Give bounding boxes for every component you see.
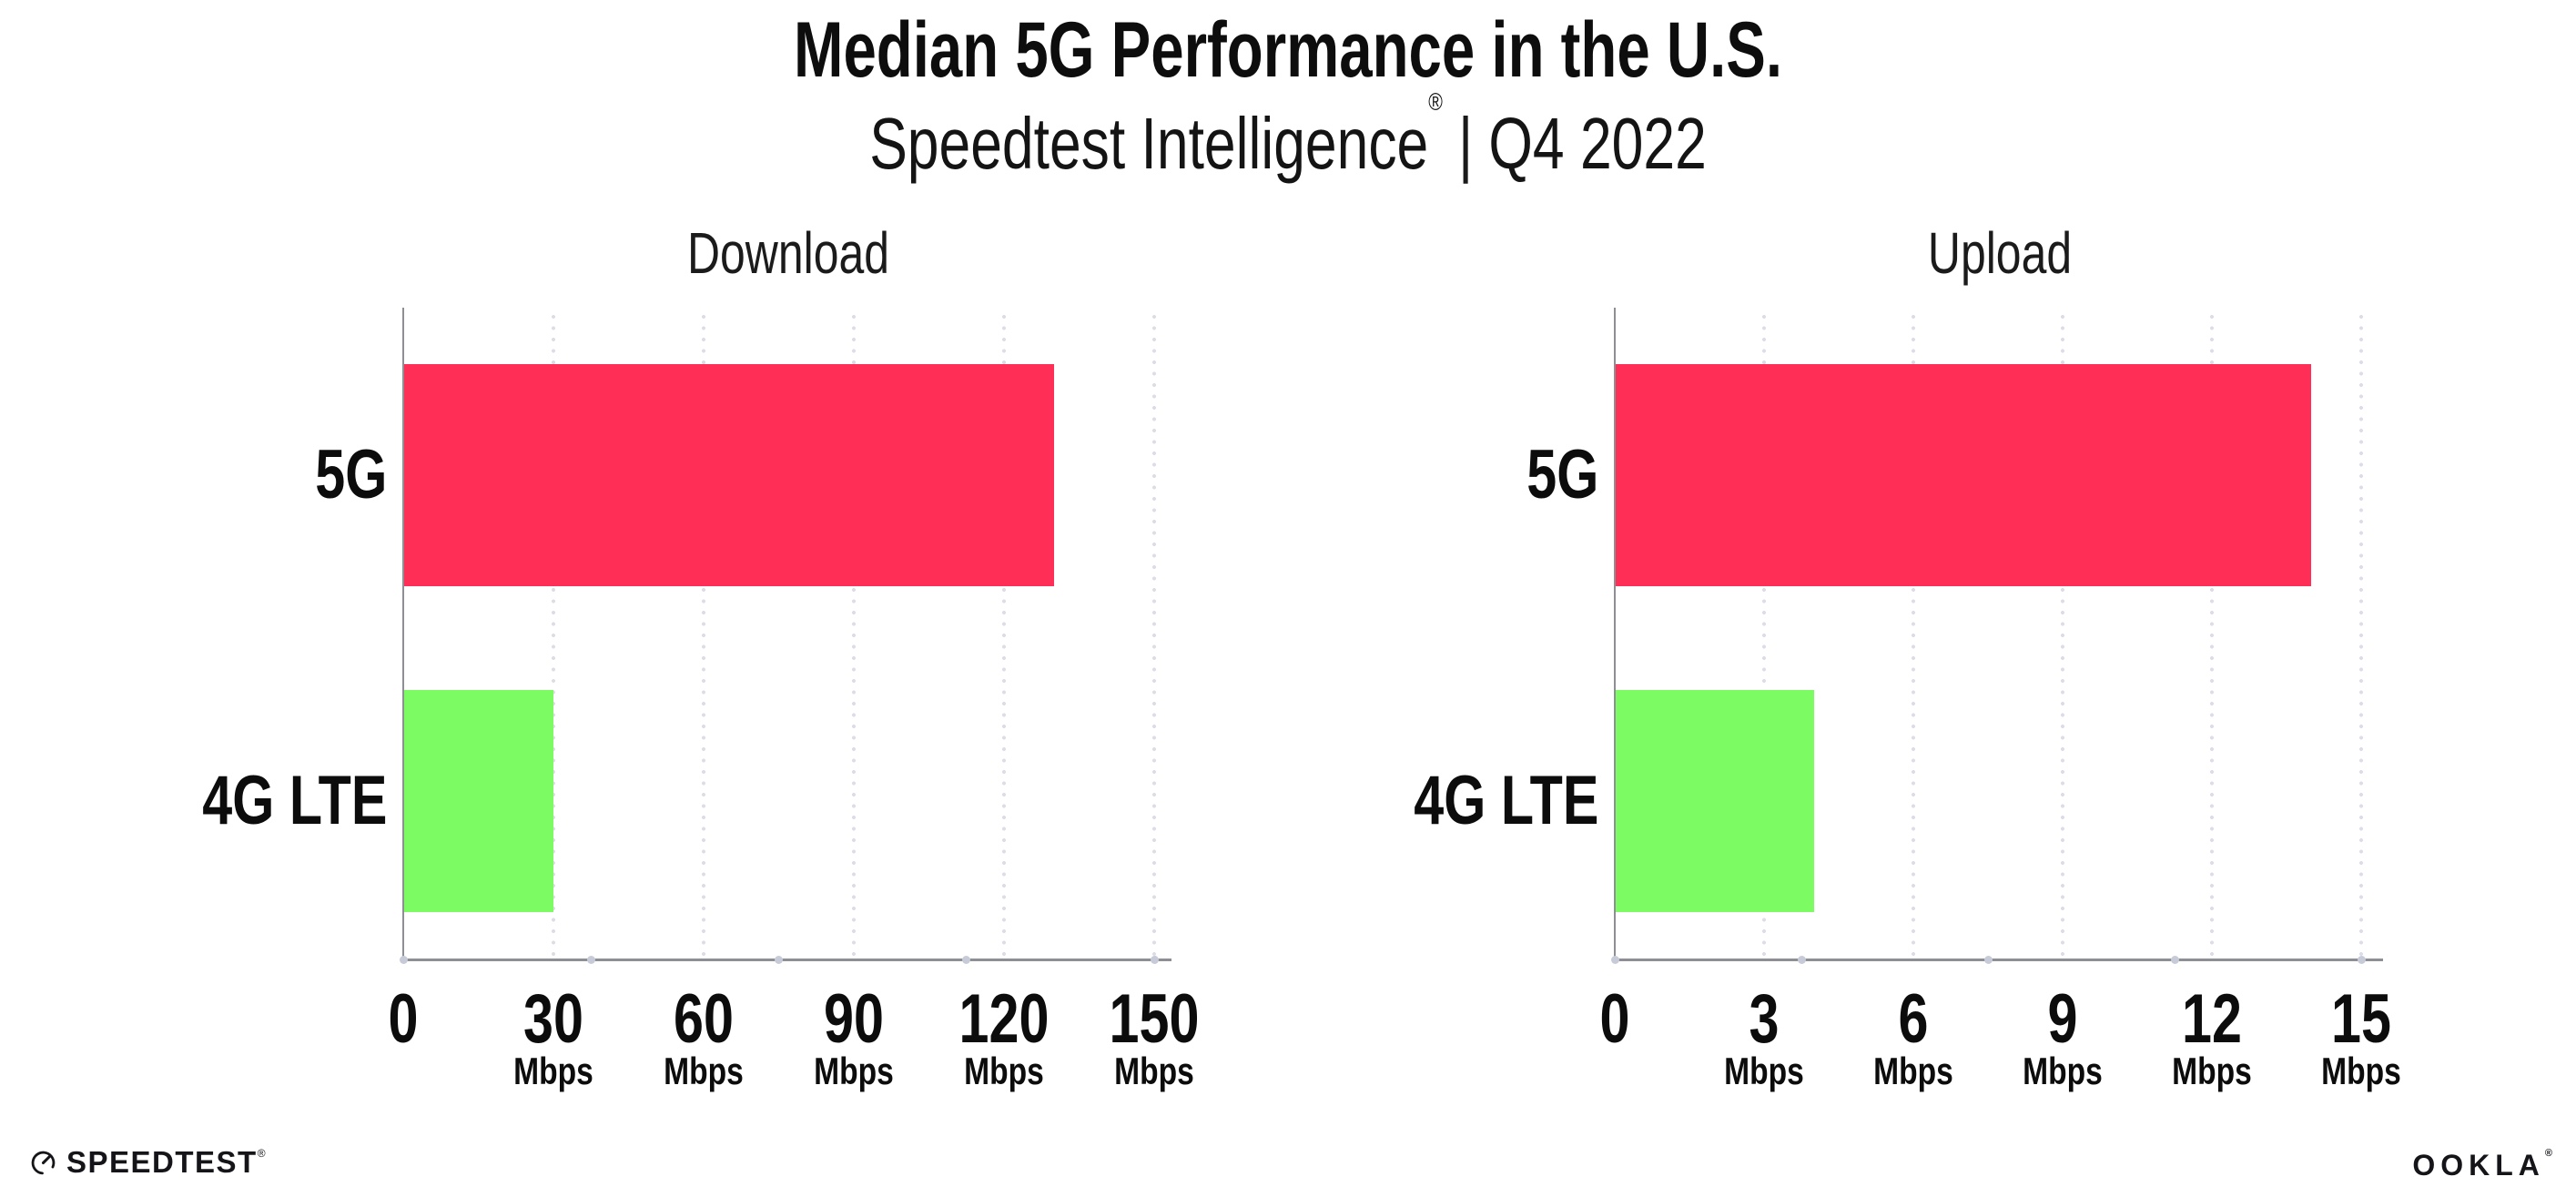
speedtest-trademark-icon: ® xyxy=(257,1147,266,1160)
axis-tick-dot xyxy=(1797,955,1806,964)
axis-tick-dot xyxy=(1150,955,1159,964)
axis-tick-dot xyxy=(1610,955,1619,964)
subtitle-separator: | xyxy=(1458,103,1474,184)
gridline xyxy=(701,311,706,958)
chart-title-download: Download xyxy=(686,220,889,286)
ookla-trademark-icon: ® xyxy=(2544,1148,2552,1160)
x-tick-unit: Mbps xyxy=(1114,1050,1194,1092)
gridline xyxy=(1911,311,1916,958)
speedtest-logo: SPEEDTEST ® xyxy=(31,1145,266,1180)
x-axis-line xyxy=(402,959,1171,961)
x-tick-unit: Mbps xyxy=(513,1050,593,1092)
x-tick-label: 9 xyxy=(2047,980,2078,1058)
subtitle-period: Q4 2022 xyxy=(1488,103,1707,184)
x-tick-label: 150 xyxy=(1109,980,1200,1058)
header: Median 5G Performance in the U.S. Speedt… xyxy=(0,0,2576,180)
category-label-5g: 5G xyxy=(314,436,387,513)
axis-tick-dot xyxy=(775,955,783,964)
x-tick-label: 30 xyxy=(523,980,583,1058)
y-axis-line xyxy=(402,308,404,961)
bar-5g xyxy=(1615,364,2311,586)
ookla-wordmark: OOKLA xyxy=(2412,1149,2545,1182)
x-tick-label: 60 xyxy=(674,980,734,1058)
subtitle-brand: Speedtest Intelligence xyxy=(869,103,1429,184)
x-tick-unit: Mbps xyxy=(814,1050,894,1092)
axis-tick-dot xyxy=(586,955,595,964)
gridline xyxy=(2358,311,2364,958)
gridline xyxy=(1151,311,1157,958)
x-tick-unit: Mbps xyxy=(2321,1050,2401,1092)
page-subtitle: Speedtest Intelligence®| Q4 2022 xyxy=(283,89,2292,180)
x-tick-label: 12 xyxy=(2182,980,2242,1058)
category-label-4g-lte: 4G LTE xyxy=(1413,762,1598,839)
bar-4g-lte xyxy=(1615,690,1814,912)
bar-5g xyxy=(403,364,1054,586)
x-tick-label: 0 xyxy=(388,980,419,1058)
axis-tick-dot xyxy=(1983,955,1993,964)
axis-tick-dot xyxy=(399,955,408,964)
gridline xyxy=(1761,311,1767,958)
x-tick-label: 15 xyxy=(2331,980,2391,1058)
chart-title-upload: Upload xyxy=(1927,220,2072,286)
ookla-logo: OOKLA® xyxy=(2412,1148,2552,1182)
gridline xyxy=(2060,311,2065,958)
x-tick-label: 3 xyxy=(1749,980,1780,1058)
gridline xyxy=(851,311,857,958)
x-tick-unit: Mbps xyxy=(2172,1050,2252,1092)
category-label-4g-lte: 4G LTE xyxy=(201,762,387,839)
axis-tick-dot xyxy=(2170,955,2179,964)
gridline xyxy=(551,311,556,958)
y-axis-line xyxy=(1614,308,1616,961)
gridline xyxy=(2209,311,2215,958)
axis-tick-dot xyxy=(962,955,971,964)
category-label-5g: 5G xyxy=(1526,436,1598,513)
bar-4g-lte xyxy=(403,690,553,912)
x-tick-label: 120 xyxy=(958,980,1050,1058)
x-tick-label: 0 xyxy=(1599,980,1630,1058)
x-tick-label: 6 xyxy=(1898,980,1929,1058)
x-axis-line xyxy=(1614,959,2383,961)
registered-trademark-icon: ® xyxy=(1428,86,1443,116)
x-tick-unit: Mbps xyxy=(964,1050,1044,1092)
axis-tick-dot xyxy=(2357,955,2366,964)
speedtest-gauge-icon xyxy=(31,1151,56,1174)
x-tick-unit: Mbps xyxy=(2023,1050,2103,1092)
x-tick-unit: Mbps xyxy=(664,1050,744,1092)
x-tick-label: 90 xyxy=(824,980,884,1058)
page-title: Median 5G Performance in the U.S. xyxy=(794,6,1782,94)
speedtest-wordmark: SPEEDTEST xyxy=(66,1145,258,1179)
x-tick-unit: Mbps xyxy=(1873,1050,1953,1092)
gridline xyxy=(1001,311,1007,958)
x-tick-unit: Mbps xyxy=(1724,1050,1804,1092)
